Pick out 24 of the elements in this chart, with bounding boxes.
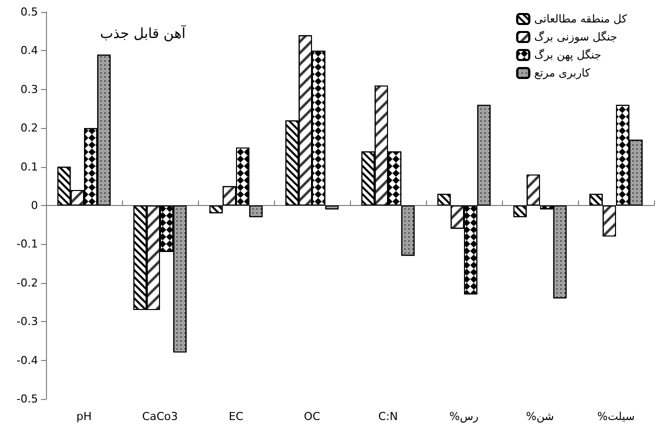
legend-label: جنگل پهن برگ	[534, 48, 602, 62]
legend-label: کاربری مرتع	[534, 66, 592, 80]
text: آهن قابل جذب	[100, 24, 187, 42]
x-tick-label: CaCo3	[142, 410, 178, 423]
y-tick-label: 0.4	[20, 44, 38, 58]
legend-label: جنگل سوزنی برگ	[534, 30, 618, 44]
x-tick-label: %شن	[526, 410, 554, 423]
x-tick-label: C:N	[378, 410, 398, 423]
y-tick-label: -0.4	[16, 354, 38, 367]
y-tick-label: 0	[31, 199, 38, 212]
x-tick-label: %رس	[449, 410, 479, 423]
y-tick-label: 0.2	[20, 122, 38, 135]
y-tick-label: -0.3	[16, 315, 38, 328]
y-tick-label: 0.3	[20, 82, 38, 96]
y-tick-label: 0.5	[20, 6, 38, 18]
y-tick-label: -0.1	[16, 238, 38, 251]
x-tick-label: OC	[304, 410, 320, 423]
x-tick-label: EC	[228, 410, 244, 423]
y-tick-label: -0.5	[16, 392, 38, 406]
y-tick-label: -0.2	[16, 276, 38, 290]
x-tick-label: %سیلت	[597, 410, 635, 423]
x-tick-label: pH	[76, 410, 92, 423]
y-tick-label: 0.1	[20, 160, 38, 174]
legend-label: کل منطقه مطالعاتی	[534, 12, 628, 26]
